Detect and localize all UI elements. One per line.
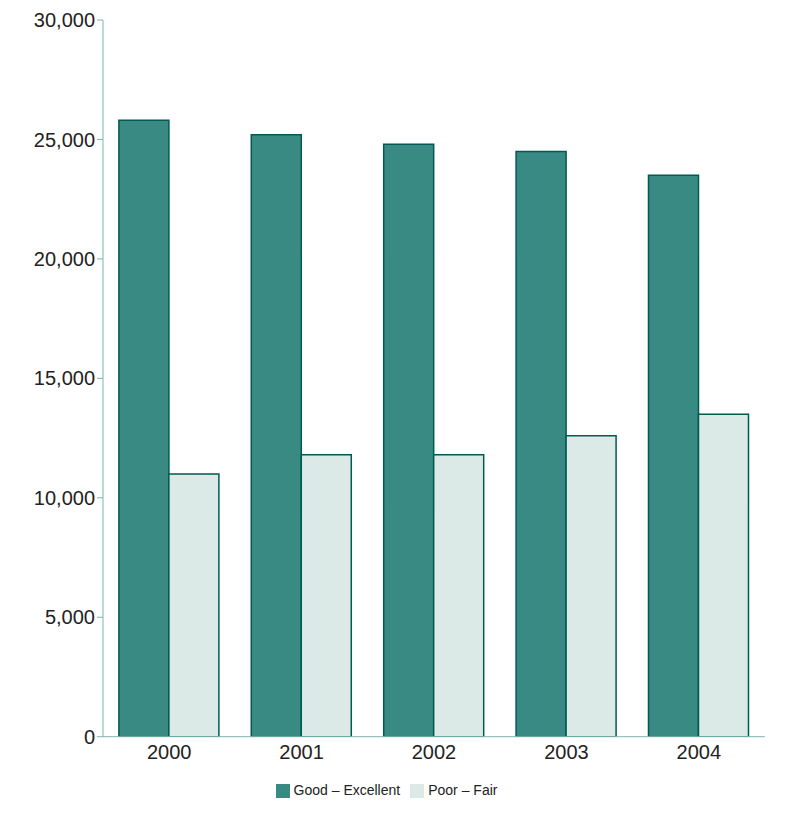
html-text:Poor – Fair: Poor – Fair: [428, 781, 498, 798]
svg-text:2000: 2000: [147, 741, 192, 763]
svg-text:2004: 2004: [677, 741, 722, 763]
svg-text:2002: 2002: [412, 741, 457, 763]
svg-text:2001: 2001: [279, 741, 324, 763]
svg-text:0: 0: [84, 726, 95, 748]
svg-text:2003: 2003: [544, 741, 589, 763]
html-text:Good – Excellent: Good – Excellent: [293, 781, 401, 798]
svg-text:15,000: 15,000: [34, 367, 95, 389]
svg-text:30,000: 30,000: [34, 9, 95, 31]
svg-text:25,000: 25,000: [34, 129, 95, 151]
svg-text:10,000: 10,000: [34, 487, 95, 509]
svg-text:5,000: 5,000: [45, 606, 95, 628]
svg-text:20,000: 20,000: [34, 248, 95, 270]
